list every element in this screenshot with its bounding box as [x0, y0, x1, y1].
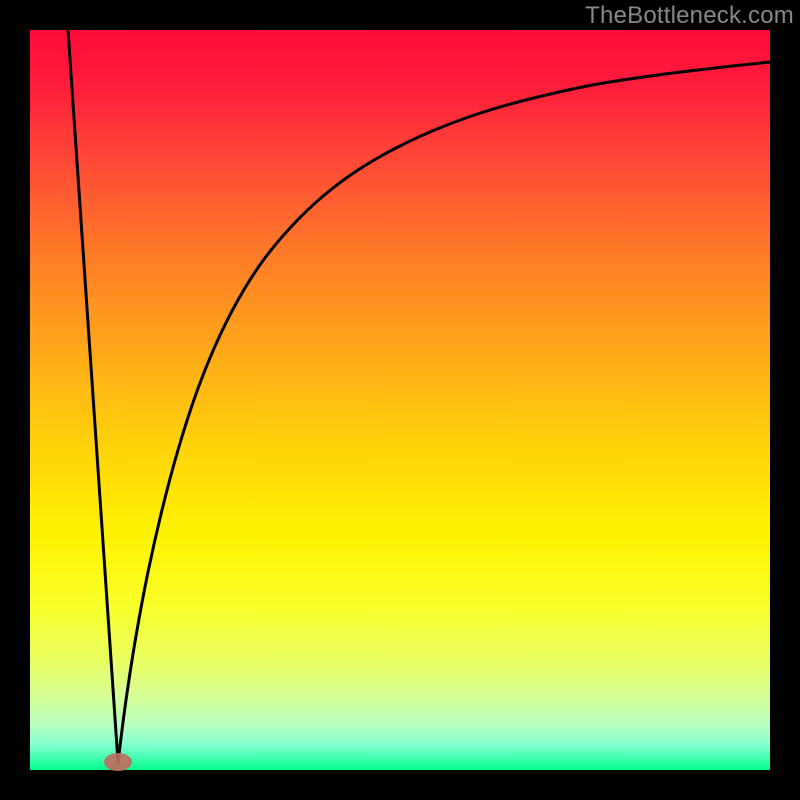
minimum-marker — [104, 753, 132, 771]
plot-background — [30, 30, 770, 770]
bottleneck-chart: TheBottleneck.com — [0, 0, 800, 800]
watermark-text: TheBottleneck.com — [585, 2, 794, 30]
chart-svg — [0, 0, 800, 800]
